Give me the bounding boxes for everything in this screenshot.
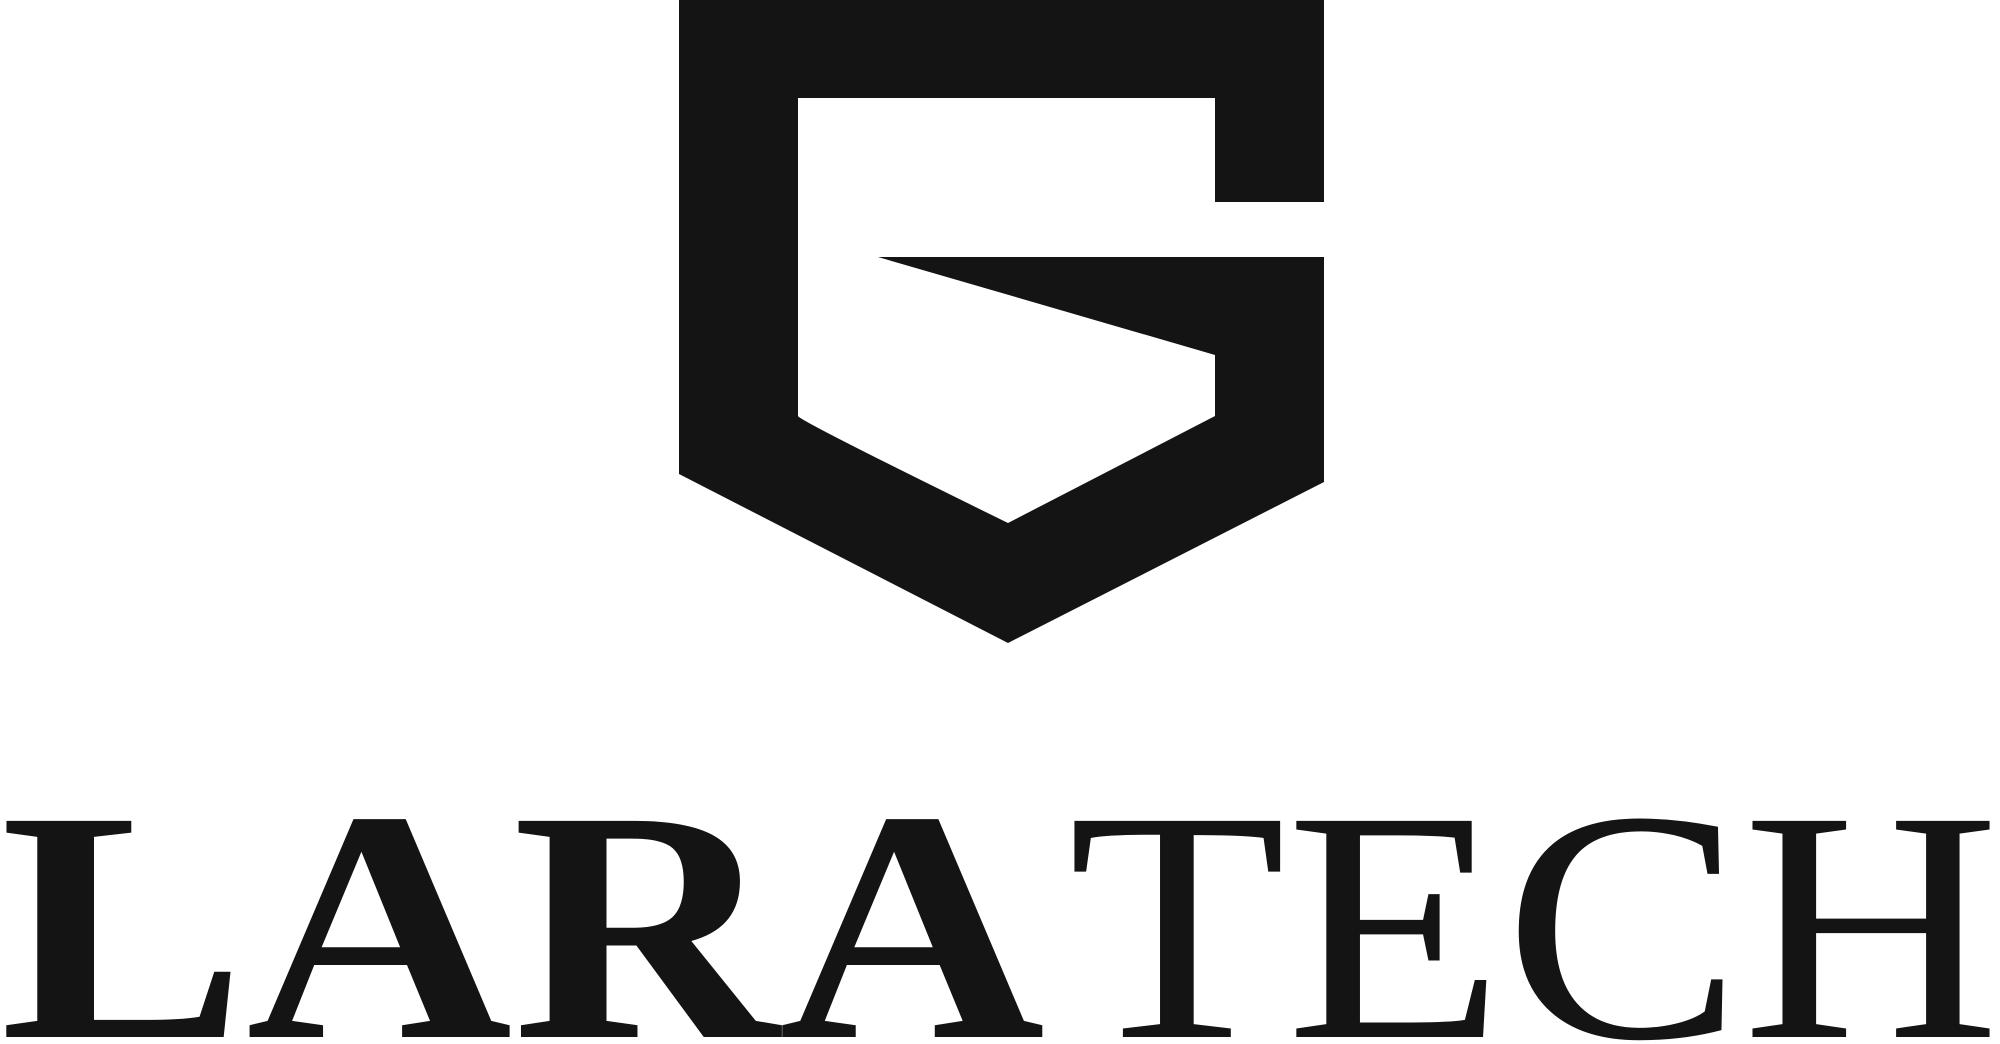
wordmark: LARA TECH — [0, 775, 2000, 1044]
brand-name-light: TECH — [1068, 775, 2000, 1044]
shield-g-shape — [679, 0, 1324, 643]
brand-name-bold: LARA — [0, 775, 1045, 1044]
